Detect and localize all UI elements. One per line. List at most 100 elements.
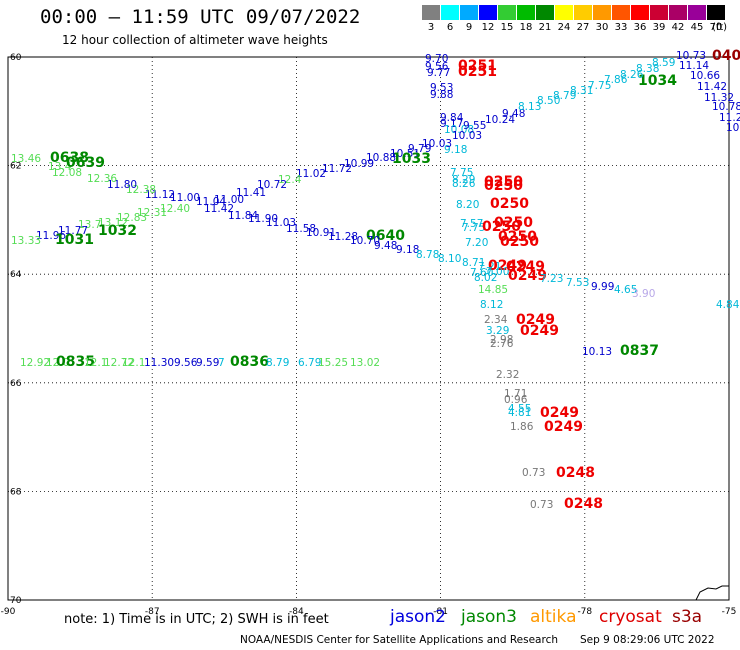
swh-label: 7.23 [540, 273, 563, 285]
swh-label: 0250 [484, 178, 523, 194]
swh-label: 9.99 [591, 281, 614, 293]
swh-label: 1034 [638, 73, 677, 89]
swh-label: 11.00 [170, 192, 200, 204]
swh-label: 1.71 [504, 388, 527, 400]
swh-label: 11.30 [144, 357, 174, 369]
swh-label: 9.18 [396, 244, 419, 256]
swh-label: 8.26 [452, 178, 476, 190]
swh-label: 9.18 [444, 144, 467, 156]
legend-label-24: 24 [557, 22, 571, 33]
swh-label: 0405 [712, 48, 740, 64]
swh-label: 12.83 [117, 212, 147, 224]
lat-tick-label: 62 [10, 162, 21, 172]
swh-label: 11.72 [322, 163, 352, 175]
swh-label: 11.12 [145, 189, 175, 201]
swh-label: 0248 [556, 465, 595, 481]
legend-swatch-18 [517, 5, 535, 20]
swh-label: 8.29 [452, 174, 475, 186]
swh-label: 10.24 [485, 114, 515, 126]
satellite-jason3: jason3 [461, 607, 517, 627]
swh-label: 4.55 [508, 403, 531, 415]
swh-label: 10.13 [582, 346, 612, 358]
swh-label: 4.84 [716, 299, 740, 311]
swh-label: 8.79 [553, 90, 576, 102]
swh-label: 3.29 [486, 325, 509, 337]
swh-label: 7.57 [460, 218, 483, 230]
satellite-s3a: s3a [672, 607, 703, 627]
swh-label: 10.70 [350, 235, 380, 247]
lon-tick-label: -78 [577, 607, 592, 617]
legend-swatch-9 [460, 5, 478, 20]
swh-label: 11.04 [196, 196, 226, 208]
swh-label: 2.32 [496, 369, 519, 381]
legend-swatch-45 [688, 5, 706, 20]
swh-label: 2.98 [490, 334, 513, 346]
swh-label: 12.0 [46, 357, 69, 369]
swh-label: 8.78 [416, 249, 439, 261]
swh-label: 8.79 [266, 357, 289, 369]
swh-label: 9.48 [502, 108, 525, 120]
legend-swatch-3 [422, 5, 440, 20]
swh-label: 10.88 [366, 152, 396, 164]
legend-swatch-36 [631, 5, 649, 20]
legend-swatch-30 [593, 5, 611, 20]
lon-tick-label: -75 [722, 607, 737, 617]
page-subtitle: 12 hour collection of altimeter wave hei… [62, 33, 328, 47]
swh-label: 11.03 [266, 217, 296, 229]
swh-label: 12.4 [278, 174, 302, 186]
swh-label: 1032 [98, 223, 137, 239]
swh-label: 9.59 [196, 357, 219, 369]
swh-label: 0.73 [530, 499, 553, 511]
swh-label: 12.72 [104, 357, 134, 369]
swh-label: 9.55 [463, 120, 486, 132]
swh-label: 13.33 [11, 235, 41, 247]
legend-label-9: 9 [465, 22, 473, 33]
swh-label: 0249 [488, 258, 527, 274]
swh-label: 10.78 [712, 101, 740, 113]
swh-label: 6.79 [298, 357, 321, 369]
lat-tick-label: 68 [10, 487, 22, 497]
swh-label: 11.14 [679, 60, 709, 72]
legend-swatch-15 [498, 5, 516, 20]
swh-label: 10.91 [306, 227, 336, 239]
legend-swatch-21 [536, 5, 554, 20]
swh-label: 0251 [458, 64, 497, 80]
swh-label: 11.96 [36, 230, 66, 242]
lat-tick-label: 70 [10, 596, 22, 606]
legend-swatch-12 [479, 5, 497, 20]
swh-label: 8.20 [456, 199, 479, 211]
swh-label: 2.76 [490, 338, 514, 350]
swh-label: 0250 [498, 229, 537, 245]
lon-tick-label: -90 [1, 607, 16, 617]
swh-label: 0251 [458, 58, 497, 74]
legend-label-70: 70 [709, 22, 723, 33]
swh-label: 9.79 [408, 143, 431, 155]
lat-tick-label: 64 [10, 270, 22, 280]
generated-timestamp: Sep 9 08:29:06 UTC 2022 [580, 634, 715, 646]
legend-label-15: 15 [500, 22, 514, 33]
swh-label: 10.73 [676, 50, 706, 62]
swh-label: 11.00 [214, 194, 244, 206]
swh-label: 7.20 [465, 237, 488, 249]
page-title: 00:00 – 11:59 UTC 09/07/2022 [40, 6, 361, 28]
lat-tick-label: 66 [10, 379, 22, 389]
swh-label: 0837 [620, 343, 659, 359]
swh-label: 9.56 [425, 61, 449, 73]
swh-label: 1033 [392, 151, 431, 167]
swh-label: 7.21 [478, 261, 501, 273]
swh-label: 7.75 [588, 80, 611, 92]
swh-label: 9.17 [440, 118, 463, 130]
swh-label: 8.50 [537, 95, 560, 107]
swh-label: 0638 [50, 150, 89, 166]
swh-label: 9.48 [374, 240, 397, 252]
swh-label: 7.86 [604, 74, 628, 86]
swh-label: 0250 [490, 196, 529, 212]
swh-label: 0250 [484, 174, 523, 190]
swh-label: 4.65 [614, 284, 637, 296]
swh-label: 0250 [500, 234, 539, 250]
swh-label: 3.90 [632, 288, 655, 300]
legend-label-3: 3 [427, 22, 435, 33]
swh-label: 11.2 [719, 112, 740, 124]
legend-label-30: 30 [595, 22, 609, 33]
legend-swatch-42 [669, 5, 687, 20]
